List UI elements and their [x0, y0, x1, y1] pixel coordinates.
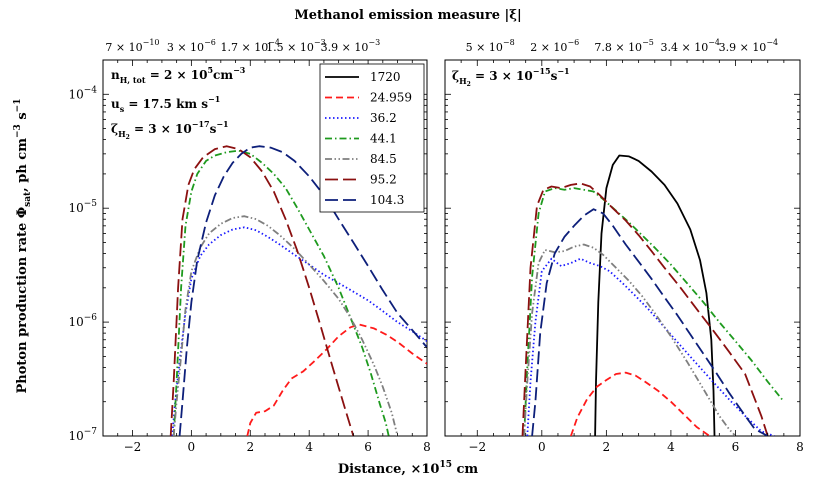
- series-line-36-2: [526, 257, 775, 436]
- legend-label: 84.5: [370, 152, 397, 166]
- series-line-95-2: [169, 145, 355, 436]
- legend-label: 44.1: [370, 132, 397, 146]
- series-line-84-5: [523, 243, 737, 436]
- legend-label: 36.2: [370, 111, 397, 125]
- x-tick-label: 4: [305, 440, 313, 454]
- top-tick-label: 1.5 × 10−3: [266, 38, 326, 54]
- x-axis-label: Distance, ×1015 cm: [338, 460, 479, 477]
- x-tick-label: 4: [667, 440, 675, 454]
- legend-label: 24.959: [370, 91, 412, 105]
- y-axis-label: Photon production rate Φsat, ph cm−3 s−1: [13, 99, 33, 394]
- y-tick-label: 10−5: [68, 199, 97, 215]
- x-tick-label: 6: [732, 440, 740, 454]
- legend-label: 95.2: [370, 173, 397, 187]
- legend: 1720 24.959 36.2 44.1 84.5 95.2 104.3: [319, 63, 425, 213]
- x-tick-label: 8: [423, 440, 431, 454]
- right-series-group: [521, 154, 785, 436]
- top-tick-label: 3.9 × 10−4: [719, 38, 779, 54]
- top-tick-label: 3.4 × 10−4: [661, 38, 721, 54]
- top-tick-label: 3.9 × 10−3: [321, 38, 381, 54]
- legend-box: [319, 63, 425, 213]
- series-line-95-2: [521, 182, 769, 436]
- legend-entries: 1720 24.959 36.2 44.1 84.5 95.2 104.3: [325, 70, 412, 207]
- series-line-1720: [594, 154, 716, 436]
- y-tick-label: 10−6: [68, 313, 97, 329]
- top-tick-label: 1.7 × 10−4: [221, 38, 280, 54]
- y-tick-label: 10−7: [68, 427, 97, 443]
- annot-velocity: us = 17.5 km s−1: [111, 94, 220, 114]
- left-ticks: −2 0 2 4 6 8 10−7 10−6 10−5 10−4 7 × 10−10 3 × 10−6…: [68, 38, 430, 454]
- annot-density: nH, tot = 2 × 105cm−3: [111, 65, 246, 85]
- series-line-24-959: [246, 323, 427, 436]
- top-title: Methanol emission measure |ξ|: [294, 8, 521, 23]
- y-tick-label: 10−4: [68, 85, 97, 101]
- series-line-104-3: [531, 208, 769, 436]
- legend-label: 104.3: [370, 193, 404, 207]
- right-ticks: −2 0 2 4 6 8 5 × 10−8 2 × 10−6 7.8 × 10−5 3.4 × 1…: [444, 38, 804, 454]
- series-line-44-1: [523, 187, 785, 436]
- right-panel: −2 0 2 4 6 8 5 × 10−8 2 × 10−6 7.8 × 10−5 3.4 × 1…: [444, 38, 804, 454]
- x-tick-label: −2: [468, 440, 486, 454]
- series-line-44-1: [172, 149, 390, 436]
- annot-zeta-right: ζH2 = 3 × 10−15s−1: [452, 66, 570, 88]
- left-series-group: [169, 145, 427, 436]
- x-tick-label: 0: [188, 440, 196, 454]
- x-tick-label: 2: [603, 440, 611, 454]
- annot-zeta-left: ζH2 = 3 × 10−17s−1: [111, 119, 229, 141]
- top-tick-label: 2 × 10−6: [530, 38, 579, 54]
- x-tick-label: 8: [796, 440, 804, 454]
- top-tick-label: 3 × 10−6: [167, 38, 216, 54]
- legend-label: 1720: [370, 70, 401, 84]
- x-tick-label: 2: [246, 440, 254, 454]
- series-line-24-959: [570, 371, 711, 436]
- top-tick-label: 7 × 10−10: [105, 38, 159, 54]
- top-tick-label: 7.8 × 10−5: [594, 38, 654, 54]
- x-tick-label: 6: [364, 440, 372, 454]
- x-tick-label: −2: [124, 440, 142, 454]
- series-line-104-3: [178, 145, 427, 436]
- top-tick-label: 5 × 10−8: [466, 38, 515, 54]
- left-panel: −2 0 2 4 6 8 10−7 10−6 10−5 10−4 7 × 10−10 3 × 10−6…: [68, 38, 430, 454]
- x-tick-label: 0: [538, 440, 546, 454]
